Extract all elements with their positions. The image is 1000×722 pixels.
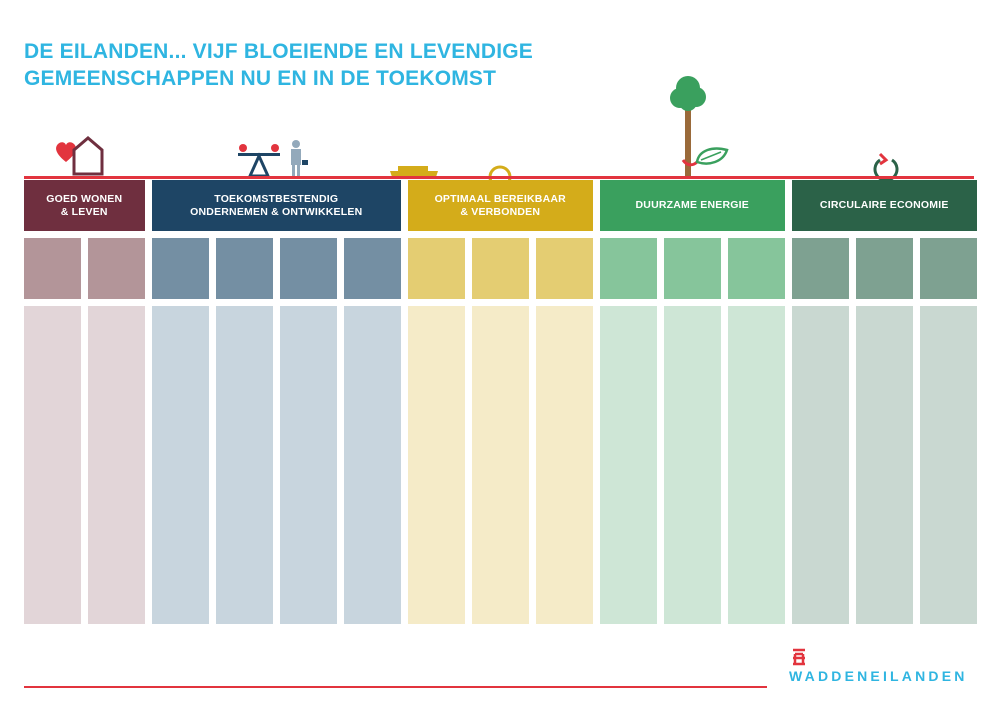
theme-2-subheader-cell [280,238,337,299]
heart-house-icon [56,136,104,176]
theme-5-subheader-cell [856,238,913,299]
theme-2-content-cell [280,306,337,624]
theme-4-subheader-cell [600,238,657,299]
theme-4-content-cell [728,306,785,624]
theme-3-subheader-cell [408,238,465,299]
theme-4-subheader-cell [728,238,785,299]
theme-header-2: TOEKOMSTBESTENDIG ONDERNEMEN & ONTWIKKELE… [152,180,401,231]
theme-title-line-1: OPTIMAAL BEREIKBAAR [434,192,566,205]
theme-title-line-2: & LEVEN [60,205,108,218]
theme-header-5: CIRCULAIRE ECONOMIE [792,180,977,231]
title-line-2: GEMEENSCHAPPEN NU EN IN DE TOEKOMST [24,67,497,90]
theme-5-content-cell [792,306,849,624]
theme-3-content-cell [536,306,593,624]
theme-header-3: OPTIMAAL BEREIKBAAR & VERBONDEN [408,180,593,231]
theme-3-subheader-cell [536,238,593,299]
theme-1-content-cell [24,306,81,624]
theme-title-line-1: TOEKOMSTBESTENDIG [214,192,339,205]
theme-title-line-2: ONDERNEMEN & ONTWIKKELEN [190,205,363,218]
logo-text: WADDENEILANDEN [789,668,968,684]
theme-5-content-cell [920,306,977,624]
footer-red-line [24,686,767,688]
theme-1-content-cell [88,306,145,624]
theme-header-4: DUURZAME ENERGIE [600,180,785,231]
theme-title-line-2: & VERBONDEN [460,205,541,218]
theme-3-content-cell [408,306,465,624]
theme-title-line-1: GOED WONEN [46,192,123,205]
page-title: DE EILANDEN... VIJF BLOEIENDE EN LEVENDI… [24,38,533,92]
theme-3-content-cell [472,306,529,624]
theme-4-content-cell [600,306,657,624]
theme-5-subheader-cell [792,238,849,299]
theme-4-content-cell [664,306,721,624]
top-red-line [24,176,974,179]
theme-5-content-cell [856,306,913,624]
theme-2-content-cell [152,306,209,624]
theme-2-subheader-cell [344,238,401,299]
theme-2-content-cell [344,306,401,624]
theme-2-content-cell [216,306,273,624]
theme-3-subheader-cell [472,238,529,299]
theme-2-subheader-cell [152,238,209,299]
theme-2-subheader-cell [216,238,273,299]
tree-leaf-icon [670,76,729,178]
theme-title-line-1: DUURZAME ENERGIE [635,199,749,211]
lighthouse-logo-icon [793,648,805,666]
theme-header-1: GOED WONEN & LEVEN [24,180,145,231]
theme-1-subheader-cell [88,238,145,299]
seesaw-businessman-icon [238,140,308,178]
theme-5-subheader-cell [920,238,977,299]
theme-4-subheader-cell [664,238,721,299]
theme-1-subheader-cell [24,238,81,299]
theme-title-line-1: CIRCULAIRE ECONOMIE [819,199,949,211]
title-line-1: DE EILANDEN... VIJF BLOEIENDE EN LEVENDI… [24,40,533,63]
